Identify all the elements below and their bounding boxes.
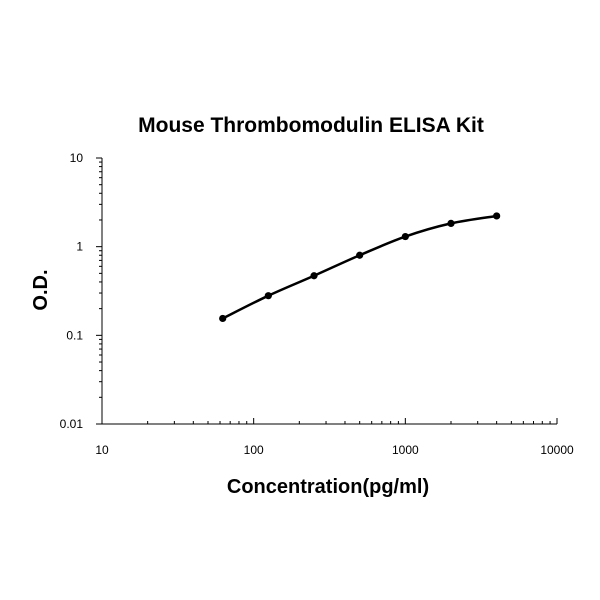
x-axis-label: Concentration(pg/ml) — [227, 476, 429, 498]
y-tick-label: 10 — [70, 151, 84, 165]
y-tick-label: 0.01 — [60, 417, 84, 431]
data-point — [401, 232, 409, 241]
tick-labels: 0.01 0.1 1 10 10 100 1000 10000 — [60, 151, 574, 457]
x-tick-label: 10 — [95, 443, 109, 457]
series-line — [222, 214, 497, 320]
tick-marks — [96, 157, 558, 425]
data-point — [447, 219, 455, 227]
y-tick-label: 0.1 — [66, 328, 83, 342]
y-tick-label: 1 — [76, 240, 83, 254]
data-point — [493, 212, 501, 220]
x-tick-label: 10000 — [540, 443, 574, 457]
axes — [101, 158, 557, 425]
chart-title: Mouse Thrombomodulin ELISA Kit — [138, 114, 484, 137]
x-tick-label: 100 — [244, 443, 264, 457]
series-layer — [219, 212, 501, 323]
data-point — [264, 292, 272, 300]
x-tick-label: 1000 — [392, 443, 419, 457]
data-point — [310, 272, 318, 280]
y-axis-label: O.D. — [30, 269, 52, 310]
data-point — [219, 314, 227, 323]
data-point — [356, 251, 364, 259]
